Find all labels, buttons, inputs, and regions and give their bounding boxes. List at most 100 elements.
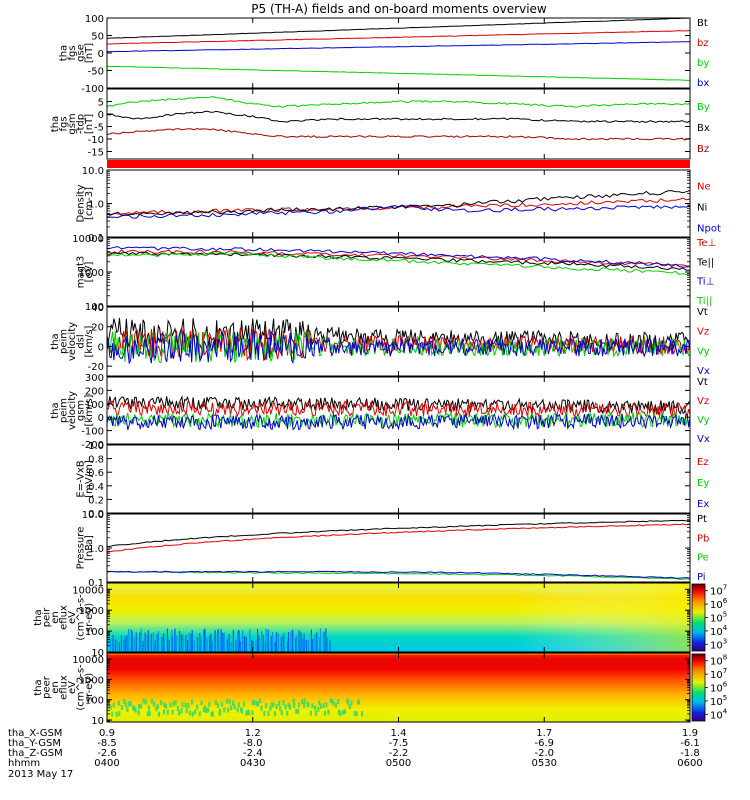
series-line-vx (106, 329, 691, 365)
panel-density: Density[cm-3] Ne Ni Npot 10.0 1.0 0.1 (76, 166, 721, 244)
legend-label-vt: Vt (697, 307, 708, 318)
ytick-label: -5 (94, 123, 104, 134)
legend-label-bz: Bz (697, 144, 709, 155)
ytick-label: 10.0 (82, 510, 104, 521)
series-line-pi (106, 570, 691, 579)
spectrogram-patch (245, 710, 248, 716)
xaxis-row-label: tha_Z-GSM (8, 748, 63, 759)
xaxis-tick-label: -2.4 (243, 748, 263, 759)
spectrogram-patch (181, 702, 184, 708)
legend-label-pi: Pi (697, 572, 706, 583)
spectrogram-patch (267, 711, 270, 717)
colorbar-tick-label: 104 (710, 624, 728, 638)
spectrogram-patch (309, 710, 312, 716)
xaxis-tick-label: -8.5 (97, 738, 117, 749)
ytick-label: 1.0 (88, 200, 104, 211)
spectrogram-patch (253, 699, 256, 705)
colorbar (691, 653, 706, 722)
spectrogram-patch (314, 705, 317, 711)
spectrogram-patch (203, 705, 207, 711)
panel-efield: E=-VxB[mV/m] Ez Ey Ex 1.0 0.8 0.6 0.4 0.2 0.0 (76, 441, 710, 520)
panel-ylabel: peer (42, 675, 53, 699)
panel-ylabel: gsm (76, 400, 87, 421)
panel-ylabel: magt3 (76, 256, 87, 289)
spectrogram-patch (275, 704, 278, 710)
legend-label-teperp: Te⊥ (696, 238, 716, 249)
panel-ylabel: dsl (76, 334, 87, 348)
spectrogram-patch (233, 704, 236, 710)
spectrogram-patch (191, 699, 194, 705)
panel-ylabel: (cm^2-s- (76, 594, 87, 641)
ytick-label: 5 (98, 98, 104, 109)
spectrogram-patch (115, 711, 118, 717)
spectrogram-patch (342, 709, 345, 715)
spectrogram-patch (159, 700, 163, 706)
colorbar-tick-label: 107 (710, 667, 727, 681)
spectrogram-patch (273, 711, 277, 717)
spectrogram-patch (147, 705, 151, 711)
spectrogram-patch (216, 703, 220, 709)
ytick-label: 0 (98, 342, 104, 353)
ytick-label: 0 (98, 413, 104, 424)
legend-label-pe: Pe (697, 553, 709, 564)
legend-label-vx: Vx (697, 434, 710, 445)
spectrogram-patch (155, 706, 158, 712)
ytick-label: -10 (88, 135, 104, 146)
panel-ylabel: gsm (67, 113, 78, 134)
xaxis-tick-label: -7.5 (389, 738, 409, 749)
panel-ylabel: E=-VxB (76, 460, 87, 497)
xaxis-tick-label: 0430 (240, 758, 265, 769)
series-line-bz (107, 30, 691, 45)
ytick-label: 10 (91, 716, 104, 727)
ytick-label: 10000 (72, 585, 104, 596)
spectrogram-patch (311, 703, 314, 709)
spectrogram-patch (206, 707, 210, 713)
legend-label-tiperp: Ti⊥ (696, 277, 714, 288)
ytick-label: 50 (91, 32, 104, 43)
spectrogram-patch (332, 700, 335, 706)
spectrogram-patch (185, 708, 188, 714)
spectrogram-patch (139, 703, 143, 709)
legend-label-ni: Ni (697, 203, 707, 214)
spectrogram-patch (279, 706, 282, 712)
xaxis-tick-label: 1.4 (391, 728, 407, 739)
panel-ylabel: Pressure (76, 527, 87, 570)
series-line-vx (106, 412, 691, 431)
spectrogram-patch (134, 707, 137, 713)
ytick-label: 100 (85, 302, 104, 313)
panel-ylabel: Density (76, 184, 87, 222)
spectrogram-patch (286, 710, 289, 716)
ytick-label: -200 (81, 440, 104, 451)
ytick-label: 100 (85, 696, 104, 707)
ytick-label: -100 (81, 427, 104, 438)
chart-title: P5 (TH-A) fields and on-board moments ov… (251, 2, 547, 16)
legend-label-npot: Npot (697, 224, 721, 235)
spectrogram-patch (211, 711, 215, 717)
panel-ylabel: eV (67, 611, 78, 624)
panel-ylabel: tha (33, 609, 44, 625)
series-line-pe (106, 570, 691, 580)
spectrogram-patch (156, 703, 159, 709)
legend-label-ex: Ex (697, 499, 709, 510)
spectrogram-patch (327, 709, 330, 715)
xaxis-tick-label: -6.9 (534, 738, 554, 749)
ytick-label: 0.6 (88, 468, 104, 479)
spectrogram-patch (337, 709, 341, 715)
spectrogram-patch (298, 702, 301, 708)
spectrogram-patch (184, 702, 187, 708)
spectrogram-patch (225, 698, 229, 704)
spectrogram-patch (230, 705, 233, 711)
ytick-label: 0 (98, 110, 104, 121)
ytick-label: -50 (88, 67, 104, 78)
legend-label-bz: bz (697, 38, 709, 49)
series-line-tiperp (106, 246, 691, 268)
xaxis-row-label: hhmm (8, 758, 40, 769)
spectrogram-patch (188, 710, 192, 716)
panel-ylabel: [nPa] (84, 535, 95, 561)
spectrogram-patch (292, 698, 295, 704)
spectrogram-patch (348, 703, 351, 709)
spectrogram-patch (269, 705, 272, 711)
